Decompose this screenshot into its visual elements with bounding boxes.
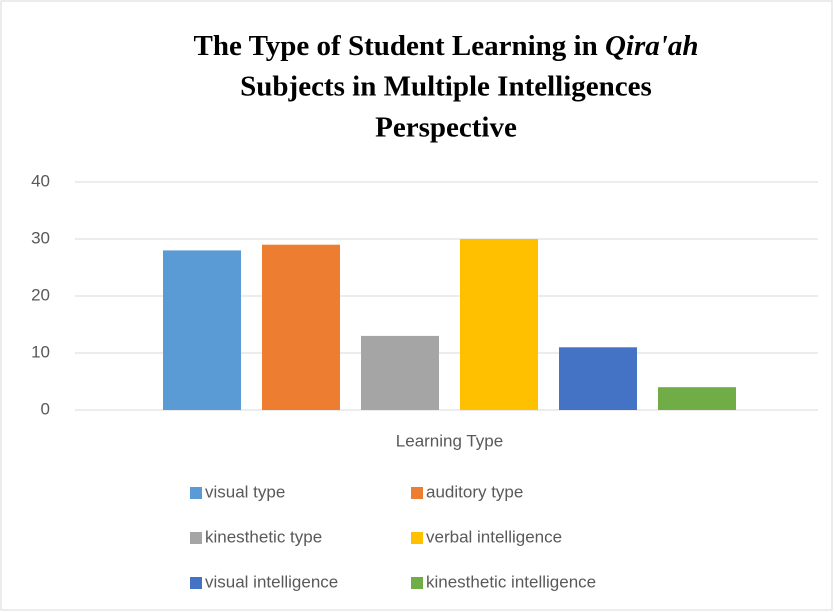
legend-swatch [411,532,423,544]
title-part: Qira'ah [605,30,698,62]
legend-swatch [190,487,202,499]
bar [658,387,736,410]
legend-label: kinesthetic intelligence [426,572,596,591]
legend-swatch [190,532,202,544]
y-tick-label: 0 [41,399,50,418]
chart-title: Perspective [375,112,517,144]
bar [262,244,340,410]
bar [460,239,538,410]
legend-label: kinesthetic type [205,527,322,546]
y-tick-label: 20 [31,285,50,304]
title-part: The Type of Student Learning in [194,30,605,62]
legend-label: visual intelligence [205,572,338,591]
legend-swatch [411,487,423,499]
chart-title: The Type of Student Learning in Qira'ah [194,30,699,62]
x-tick-label: Learning Type [396,431,503,450]
bar [163,250,241,410]
chart-title: Subjects in Multiple Intelligences [240,71,652,103]
bar [559,347,637,410]
bar [361,335,439,410]
y-tick-label: 10 [31,342,50,361]
legend-label: auditory type [426,482,523,501]
y-tick-label: 40 [31,171,50,190]
legend-label: verbal intelligence [426,527,562,546]
legend-swatch [190,577,202,589]
legend-label: visual type [205,482,285,501]
y-tick-label: 30 [31,228,50,247]
legend-swatch [411,577,423,589]
